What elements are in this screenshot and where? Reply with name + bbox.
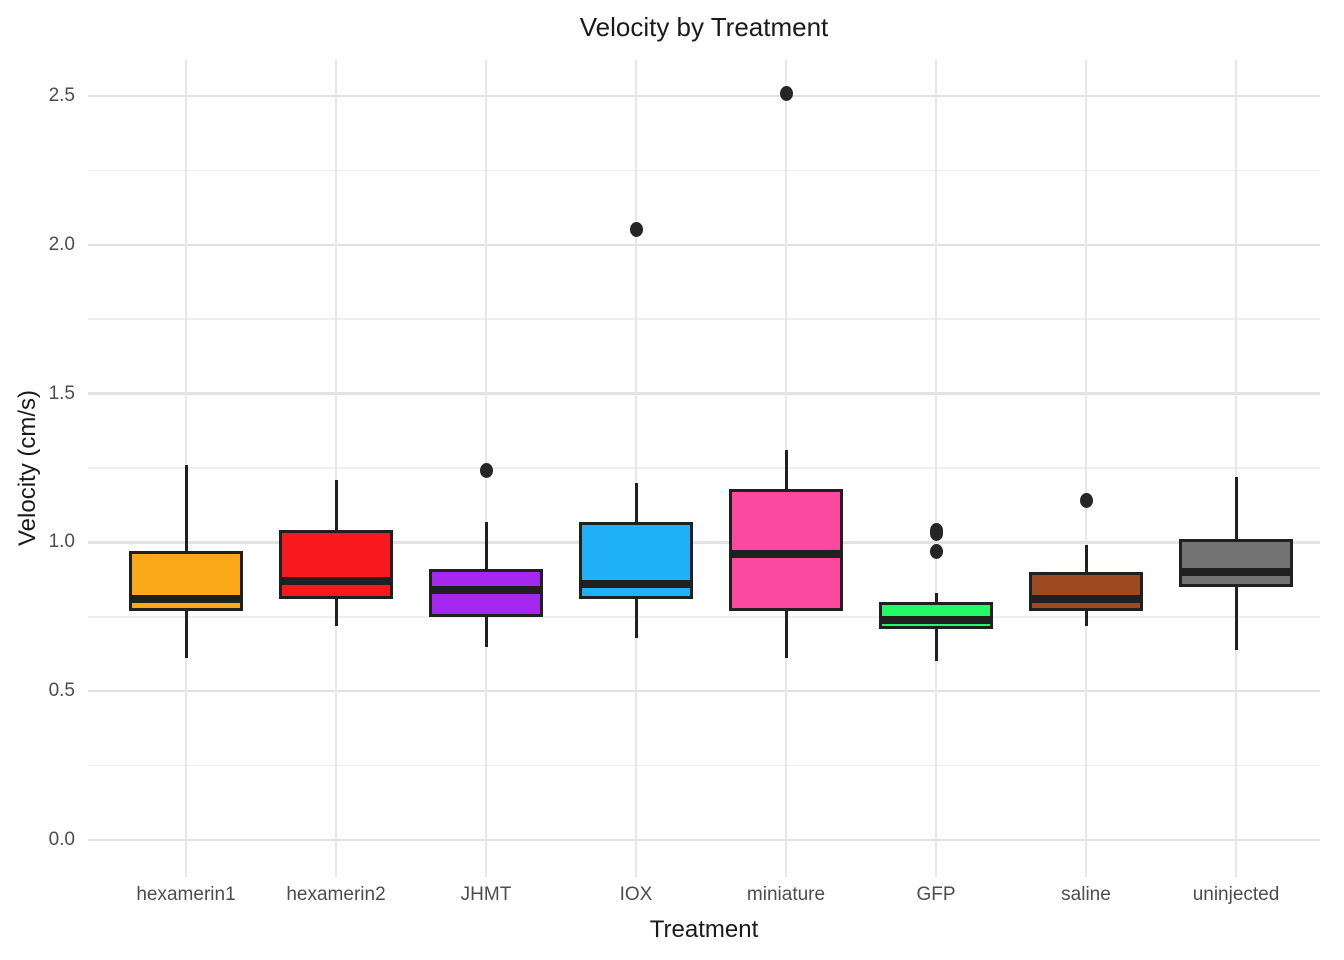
major-gridline: [88, 689, 1320, 693]
outlier-GFP: [929, 543, 943, 559]
outlier-GFP: [929, 525, 943, 541]
box-miniature: [729, 488, 843, 611]
minor-gridline: [88, 616, 1320, 618]
x-tick-label-saline: saline: [1061, 884, 1111, 905]
minor-gridline: [88, 764, 1320, 767]
outlier-saline: [1079, 493, 1093, 509]
median-miniature: [731, 550, 841, 559]
y-tick-label: 2.0: [48, 233, 75, 255]
major-gridline: [88, 243, 1320, 247]
vertical-gridline: [1085, 60, 1087, 877]
x-tick-label-hexamerin2: hexamerin2: [286, 884, 386, 905]
vertical-gridline: [335, 60, 337, 877]
major-gridline: [88, 94, 1320, 98]
median-saline: [1031, 594, 1141, 603]
box-GFP: [879, 601, 993, 629]
minor-gridline: [88, 169, 1320, 172]
major-gridline: [88, 541, 1320, 544]
box-uninjected: [1179, 539, 1293, 588]
outlier-IOX: [629, 222, 643, 238]
median-hexamerin2: [281, 577, 391, 586]
outlier-JHMT: [479, 463, 493, 479]
box-saline: [1029, 572, 1143, 611]
major-gridline: [88, 392, 1320, 395]
box-hexamerin2: [279, 530, 393, 599]
y-tick-label: 0.5: [48, 680, 75, 702]
x-tick-label-GFP: GFP: [916, 884, 956, 905]
median-uninjected: [1181, 568, 1291, 577]
x-tick-label-miniature: miniature: [746, 884, 826, 905]
median-IOX: [581, 580, 691, 589]
x-tick-label-IOX: IOX: [619, 884, 653, 905]
x-tick-label-hexamerin1: hexamerin1: [136, 884, 236, 905]
y-tick-label: 1.5: [48, 382, 75, 404]
y-axis-title: Velocity (cm/s): [14, 389, 41, 547]
median-GFP: [881, 615, 991, 624]
vertical-gridline: [935, 60, 937, 877]
y-tick-label: 0.0: [48, 829, 75, 850]
minor-gridline: [88, 318, 1320, 320]
y-tick-label: 2.5: [48, 85, 75, 106]
x-tick-label-uninjected: uninjected: [1192, 884, 1280, 905]
x-axis-title: Treatment: [649, 916, 759, 943]
vertical-gridline: [1235, 60, 1237, 877]
vertical-gridline: [635, 60, 637, 877]
y-tick-label: 1.0: [48, 531, 75, 553]
outlier-miniature: [779, 85, 793, 101]
major-gridline: [88, 838, 1320, 842]
minor-gridline: [88, 467, 1320, 469]
x-tick-label-JHMT: JHMT: [460, 884, 512, 905]
median-JHMT: [431, 586, 541, 595]
chart-title: Velocity by Treatment: [579, 12, 829, 42]
median-hexamerin1: [131, 594, 241, 603]
